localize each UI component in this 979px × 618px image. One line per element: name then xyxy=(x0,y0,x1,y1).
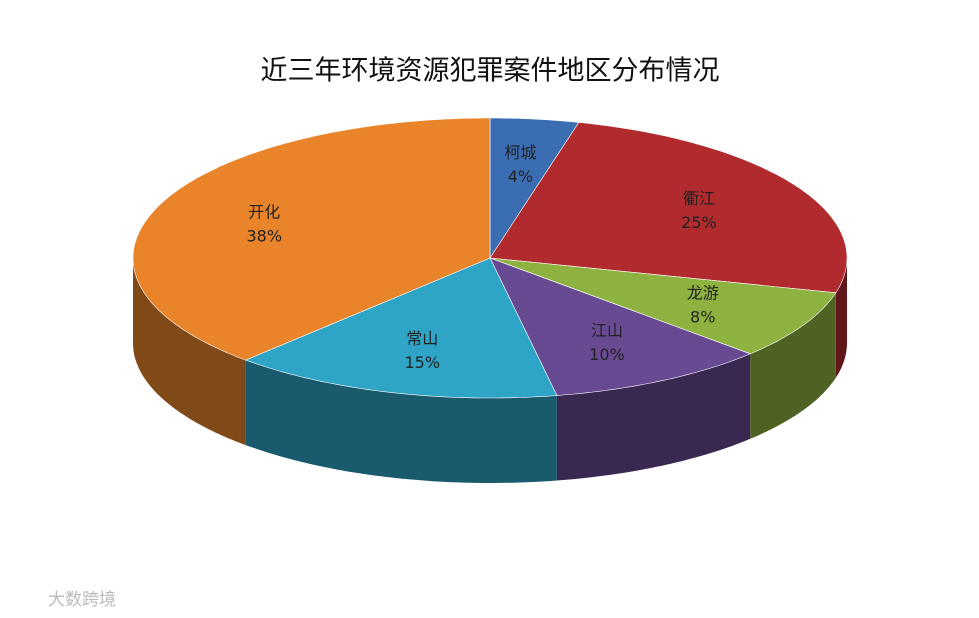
slice-side xyxy=(835,258,847,378)
chart-title: 近三年环境资源犯罪案件地区分布情况 xyxy=(261,56,720,87)
slice-label: 江山 xyxy=(591,321,623,340)
slice-side xyxy=(133,258,246,446)
slice-value-label: 25% xyxy=(681,213,717,232)
slice-label: 衢江 xyxy=(683,189,715,208)
slice-label: 龙游 xyxy=(687,283,719,302)
slice-side xyxy=(245,360,557,483)
slice xyxy=(489,257,837,355)
slice-value-label: 10% xyxy=(589,345,625,364)
watermark: 大数跨境 xyxy=(48,590,116,610)
slice-label: 常山 xyxy=(406,329,438,348)
slice-side xyxy=(750,292,836,439)
slice-label: 开化 xyxy=(248,202,280,221)
slice xyxy=(489,117,580,260)
slice-side xyxy=(556,353,751,481)
slice xyxy=(132,117,491,361)
slice-value-label: 38% xyxy=(247,226,283,245)
slice-value-label: 4% xyxy=(508,167,533,186)
slice-value-label: 8% xyxy=(690,307,715,326)
slice-value-label: 15% xyxy=(404,353,440,372)
slice xyxy=(489,122,848,294)
slice xyxy=(244,257,558,399)
slice xyxy=(489,257,752,396)
slice-label: 柯城 xyxy=(504,143,536,162)
pie: 柯城 4% 衢江 25% 龙游 8% 江山 10% 常山 15% 开化 38% xyxy=(132,117,848,483)
